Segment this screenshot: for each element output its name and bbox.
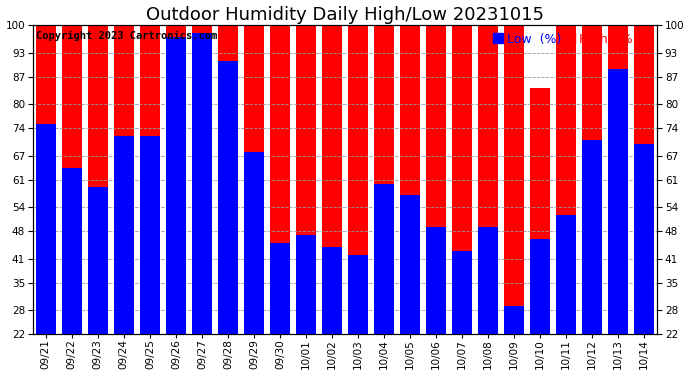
Bar [270,243,290,375]
Bar [582,140,602,375]
Bar [531,88,550,375]
Bar [374,25,394,375]
Bar [192,33,212,375]
Bar [244,152,264,375]
Legend: Low  (%), High  (%): Low (%), High (%) [492,32,638,47]
Bar [400,195,420,375]
Bar [556,25,576,375]
Bar [609,69,628,375]
Bar [453,25,472,375]
Bar [36,124,56,375]
Bar [218,61,237,375]
Bar [296,25,316,375]
Bar [140,136,159,375]
Bar [634,25,654,375]
Bar [582,25,602,375]
Bar [88,25,108,375]
Bar [244,25,264,375]
Bar [609,25,628,375]
Bar [296,235,316,375]
Bar [400,25,420,375]
Bar [426,227,446,375]
Bar [88,188,108,375]
Bar [374,183,394,375]
Bar [322,25,342,375]
Bar [504,25,524,375]
Text: Copyright 2023 Cartronics.com: Copyright 2023 Cartronics.com [36,31,217,41]
Title: Outdoor Humidity Daily High/Low 20231015: Outdoor Humidity Daily High/Low 20231015 [146,6,544,24]
Bar [348,25,368,375]
Bar [192,25,212,375]
Bar [270,25,290,375]
Bar [634,144,654,375]
Bar [556,215,576,375]
Bar [36,25,56,375]
Bar [348,255,368,375]
Bar [426,25,446,375]
Bar [453,251,472,375]
Bar [478,25,498,375]
Bar [531,239,550,375]
Bar [62,25,81,375]
Bar [166,37,186,375]
Bar [166,25,186,375]
Bar [218,25,237,375]
Bar [140,25,159,375]
Bar [478,227,498,375]
Bar [504,306,524,375]
Bar [62,168,81,375]
Bar [114,136,134,375]
Bar [114,25,134,375]
Bar [322,247,342,375]
